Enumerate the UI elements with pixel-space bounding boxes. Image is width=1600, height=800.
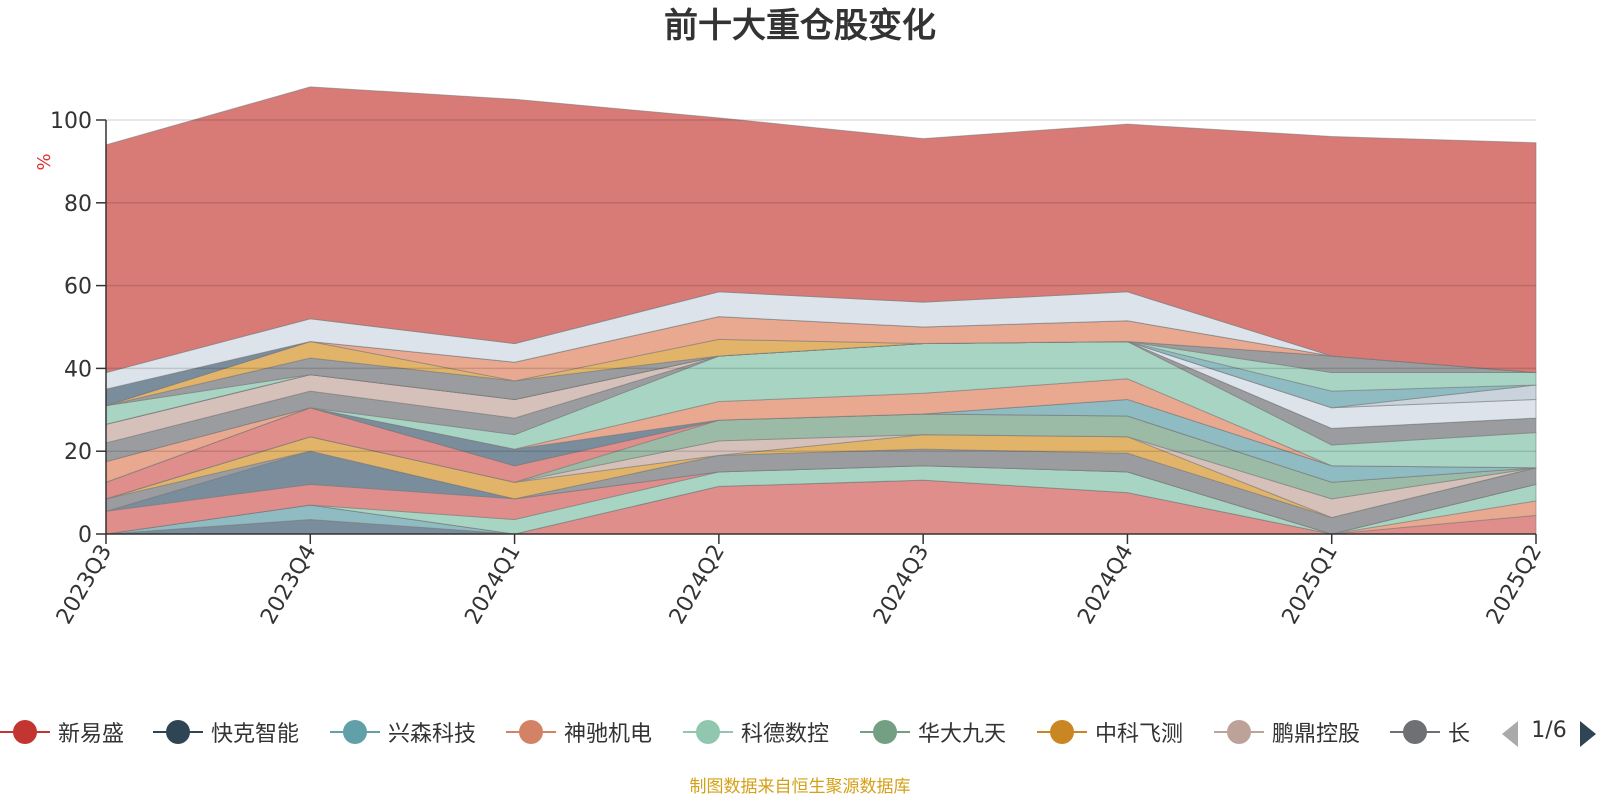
- legend-label: 华大九天: [918, 722, 1007, 747]
- pager-text: 1/6: [1531, 718, 1567, 743]
- legend-marker-icon: [0, 720, 50, 744]
- legend-marker-icon: [860, 720, 910, 744]
- x-tick-label: 2023Q4: [256, 541, 321, 629]
- y-tick-label: 60: [64, 275, 92, 300]
- chart-title: 前十大重仓股变化: [664, 6, 936, 46]
- data-source-note: 制图数据来自恒生聚源数据库: [689, 777, 911, 797]
- x-tick-label: 2024Q1: [460, 541, 525, 629]
- legend-item[interactable]: 华大九天: [860, 708, 1006, 756]
- x-tick-label: 2023Q3: [52, 541, 117, 629]
- legend-item[interactable]: 快克智能: [153, 708, 299, 756]
- legend: 新易盛 快克智能 兴森科技 神驰机电 科德数控 华大九天 中科飞测 鹏鼎控股 长: [0, 708, 1600, 756]
- legend-label: 鹏鼎控股: [1272, 722, 1361, 747]
- legend-label: 长: [1448, 722, 1471, 747]
- x-tick-label: 2025Q1: [1278, 541, 1343, 629]
- legend-marker-icon: [1390, 720, 1440, 744]
- legend-marker-icon: [153, 720, 203, 744]
- y-tick-label: 20: [64, 440, 92, 465]
- legend-label: 神驰机电: [564, 722, 653, 747]
- x-tick-label: 2025Q2: [1482, 541, 1547, 629]
- area-series[interactable]: [105, 86, 1537, 535]
- legend-marker-icon: [506, 720, 556, 744]
- legend-label: 中科飞测: [1095, 722, 1184, 747]
- gridlines-overlay: [106, 119, 1536, 452]
- legend-item[interactable]: 鹏鼎控股: [1214, 708, 1360, 756]
- y-tick-label: 40: [64, 357, 92, 382]
- x-tick-label: 2024Q4: [1073, 541, 1138, 629]
- legend-item[interactable]: 新易盛: [0, 708, 124, 756]
- y-tick-label: 80: [64, 192, 92, 217]
- x-tick-label: 2024Q3: [869, 541, 934, 629]
- legend-item[interactable]: 兴森科技: [330, 708, 476, 756]
- legend-item[interactable]: 神驰机电: [506, 708, 652, 756]
- pager-next-icon[interactable]: [1578, 720, 1598, 748]
- y-axis-label: %: [34, 153, 55, 170]
- x-tick-label: 2024Q2: [665, 541, 730, 629]
- area-band-27[interactable]: [105, 86, 1537, 374]
- legend-item[interactable]: 科德数控: [683, 708, 829, 756]
- legend-label: 科德数控: [741, 722, 830, 747]
- legend-marker-icon: [1037, 720, 1087, 744]
- legend-label: 快克智能: [211, 722, 300, 747]
- legend-marker-icon: [683, 720, 733, 744]
- legend-item[interactable]: 长: [1390, 708, 1470, 756]
- pager-prev-icon[interactable]: [1500, 720, 1520, 748]
- y-tick-label: 0: [78, 523, 92, 548]
- legend-pager: 1/6: [1500, 712, 1600, 752]
- legend-marker-icon: [1214, 720, 1264, 744]
- legend-label: 新易盛: [58, 722, 125, 747]
- legend-marker-icon: [330, 720, 380, 744]
- legend-label: 兴森科技: [388, 722, 477, 747]
- y-tick-label: 100: [50, 109, 92, 134]
- stacked-area-chart: 0 20 40 60 80 100 2023Q3 2023Q4 2024Q1 2024Q2 2024…: [34, 86, 1547, 629]
- legend-item[interactable]: 中科飞测: [1037, 708, 1183, 756]
